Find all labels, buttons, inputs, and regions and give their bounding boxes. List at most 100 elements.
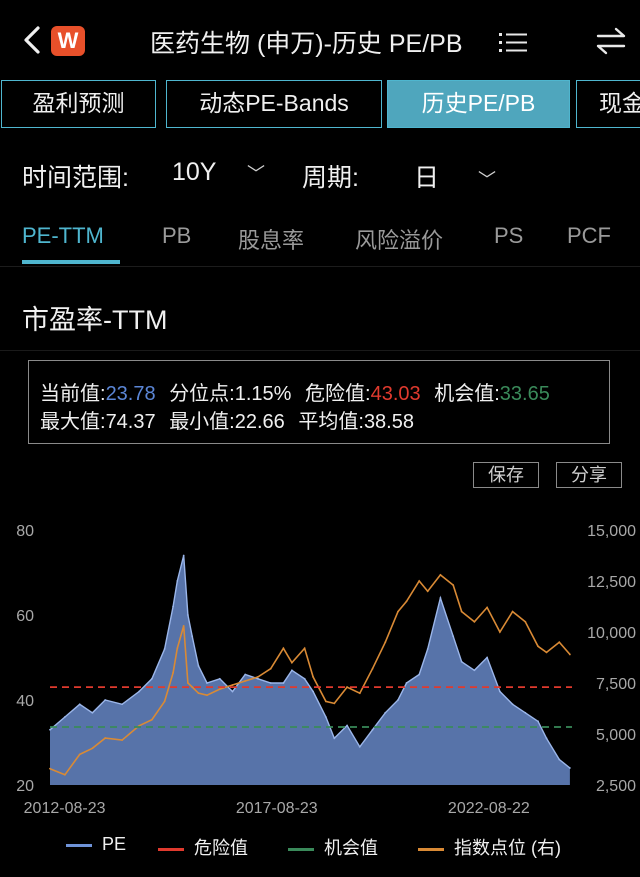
period-label: 周期: xyxy=(302,164,359,192)
pe-point xyxy=(172,605,174,608)
index-point xyxy=(49,767,51,770)
index-point xyxy=(176,647,179,650)
legend-label: PE xyxy=(102,834,127,854)
index-point xyxy=(282,647,285,650)
app-logo: W xyxy=(51,26,85,56)
index-point xyxy=(104,737,107,739)
legend-label: 机会值 xyxy=(324,838,378,858)
period-select[interactable]: 日 ﹀ xyxy=(414,158,496,194)
subtab-pb[interactable]: PB xyxy=(162,223,192,248)
tab-earnings-forecast[interactable]: 盈利预测 xyxy=(1,80,156,128)
pe-point xyxy=(244,673,247,676)
pe-point xyxy=(568,767,571,769)
pe-point xyxy=(121,703,124,706)
index-point xyxy=(524,620,527,623)
index-point xyxy=(78,753,81,756)
legend-swatch xyxy=(418,847,444,851)
pe-point xyxy=(524,711,527,714)
time-range-select[interactable]: 10Y ﹀ xyxy=(172,158,265,187)
index-point xyxy=(333,702,336,705)
index-point xyxy=(460,610,463,613)
index-point xyxy=(218,688,221,691)
chance-label: 机会值: xyxy=(434,383,500,405)
index-point xyxy=(358,692,361,695)
subtab-dividend-yield[interactable]: 股息率 xyxy=(238,228,305,253)
stats-box: 当前值:23.78 分位点:1.15% 危险值:43.03 机会值:33.65 … xyxy=(28,360,610,444)
pe-point xyxy=(371,728,374,731)
index-point xyxy=(452,584,455,586)
pe-point xyxy=(257,677,259,680)
index-point xyxy=(257,675,259,678)
x-tick-label: 2012-08-23 xyxy=(24,800,106,817)
subtab-pe-ttm[interactable]: PE-TTM xyxy=(22,223,104,248)
y-right-tick-label: 7,500 xyxy=(596,676,636,693)
pe-point xyxy=(452,635,455,638)
pe-point xyxy=(291,669,293,672)
pe-point xyxy=(418,673,421,676)
percentile-value: 1.15% xyxy=(234,383,292,405)
save-button[interactable]: 保存 xyxy=(473,462,539,488)
index-point xyxy=(439,573,442,576)
pe-point xyxy=(182,554,185,557)
y-right-tick-label: 15,000 xyxy=(587,523,636,540)
subtab-ps[interactable]: PS xyxy=(494,223,524,248)
chevron-down-icon: ﹀ xyxy=(246,164,265,184)
max-value: 74.37 xyxy=(105,411,156,433)
y-left-tick-label: 40 xyxy=(16,693,34,710)
list-menu-icon[interactable] xyxy=(497,28,529,56)
pe-point xyxy=(303,677,306,680)
legend-item-index: 指数点位 (右) xyxy=(418,834,561,860)
chance-value: 33.65 xyxy=(499,383,550,405)
pe-point xyxy=(473,669,476,672)
index-point xyxy=(191,686,194,688)
pe-point xyxy=(163,648,166,650)
index-point xyxy=(187,682,189,684)
pe-point xyxy=(312,690,315,693)
index-point xyxy=(269,667,272,670)
pe-point xyxy=(405,682,408,684)
x-tick-label: 2022-08-22 xyxy=(448,800,530,817)
chevron-down-icon: ﹀ xyxy=(477,170,496,190)
switch-arrows-icon[interactable] xyxy=(594,26,628,56)
current-label: 当前值: xyxy=(40,383,106,405)
pe-point xyxy=(558,758,561,761)
section-title: 市盈率-TTM xyxy=(22,305,168,335)
pe-point xyxy=(537,720,539,723)
subtab-pcf[interactable]: PCF xyxy=(567,223,611,248)
legend-swatch xyxy=(158,847,184,851)
pe-point xyxy=(150,677,153,680)
min-value: 22.66 xyxy=(234,411,285,433)
pe-point xyxy=(346,724,348,727)
pe-point xyxy=(49,728,51,731)
pe-point xyxy=(333,737,336,740)
legend-swatch xyxy=(66,843,92,847)
pe-point xyxy=(397,699,399,701)
index-point xyxy=(346,686,348,688)
current-value: 23.78 xyxy=(105,383,156,405)
time-range-value: 10Y xyxy=(172,158,217,186)
legend-label: 指数点位 (右) xyxy=(454,838,561,858)
index-point xyxy=(498,631,501,633)
index-point xyxy=(568,653,571,656)
time-range-label: 时间范围: xyxy=(22,164,129,192)
index-point xyxy=(91,747,94,750)
tab-cash[interactable]: 现金 xyxy=(576,80,640,128)
subtab-risk-premium[interactable]: 风险溢价 xyxy=(355,228,444,253)
header-bar: W 医药生物 (申万)-历史 PE/PB xyxy=(0,0,640,80)
index-point xyxy=(303,647,306,650)
index-point xyxy=(324,700,327,703)
pe-point xyxy=(197,665,200,667)
pe-point xyxy=(426,648,429,650)
share-button[interactable]: 分享 xyxy=(556,462,622,488)
pe-point xyxy=(460,660,463,663)
y-right-tick-label: 10,000 xyxy=(587,625,636,642)
y-left-tick-label: 60 xyxy=(16,608,34,625)
index-point xyxy=(63,773,66,776)
pe-point xyxy=(545,737,548,740)
tab-historical-pe-pb[interactable]: 历史PE/PB xyxy=(387,80,570,128)
pe-point xyxy=(231,690,234,693)
pe-point xyxy=(206,682,208,684)
index-point xyxy=(405,600,408,603)
tab-dynamic-pe-bands[interactable]: 动态PE-Bands xyxy=(166,80,382,128)
back-arrow-icon[interactable] xyxy=(18,22,48,58)
